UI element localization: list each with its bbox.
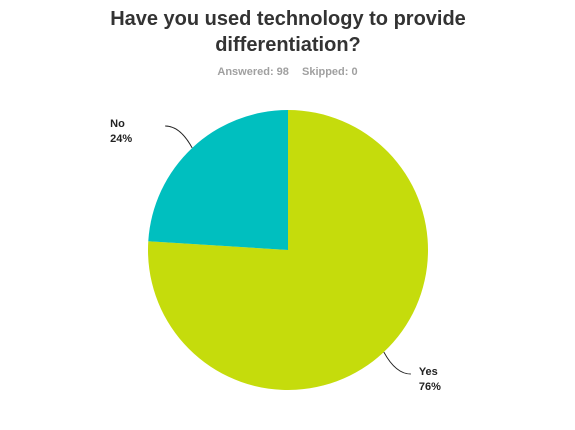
skipped: Skipped: 0 bbox=[301, 66, 358, 78]
slice-label: Yes bbox=[419, 366, 438, 378]
pie-slice bbox=[148, 109, 288, 250]
answered: Answered: 98 bbox=[217, 66, 289, 78]
leader-line bbox=[165, 125, 193, 149]
leader-line bbox=[383, 351, 411, 375]
chart-title: Have you used technology to provide diff… bbox=[110, 8, 466, 56]
subtitle: Answered: 98 Skipped: 0 bbox=[0, 66, 575, 78]
slice-label: No bbox=[110, 118, 125, 130]
slice-value-label: 24% bbox=[110, 133, 132, 145]
slice-value-label: 76% bbox=[419, 381, 441, 393]
